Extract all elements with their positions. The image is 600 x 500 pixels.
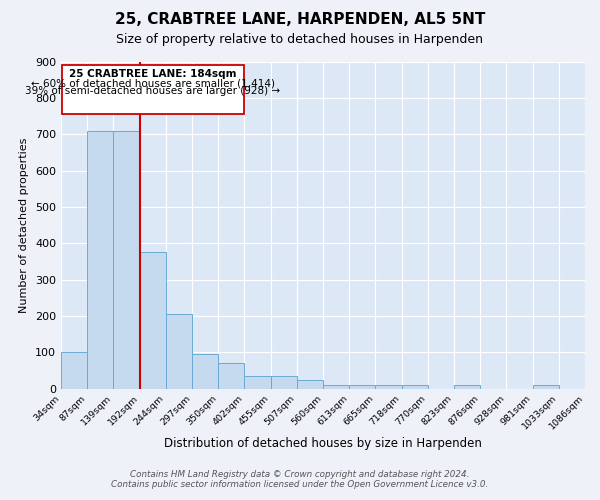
Text: ← 60% of detached houses are smaller (1,414): ← 60% of detached houses are smaller (1,…	[31, 79, 275, 89]
Bar	[113, 130, 140, 389]
X-axis label: Distribution of detached houses by size in Harpenden: Distribution of detached houses by size …	[164, 437, 482, 450]
Bar	[140, 252, 166, 389]
FancyBboxPatch shape	[62, 65, 244, 114]
Text: Contains HM Land Registry data © Crown copyright and database right 2024.
Contai: Contains HM Land Registry data © Crown c…	[112, 470, 488, 489]
Bar	[533, 385, 559, 389]
Bar	[166, 314, 192, 389]
Bar	[323, 385, 349, 389]
Bar	[218, 364, 244, 389]
Y-axis label: Number of detached properties: Number of detached properties	[19, 138, 29, 313]
Bar	[88, 130, 113, 389]
Bar	[192, 354, 218, 389]
Bar	[271, 376, 296, 389]
Text: 25, CRABTREE LANE, HARPENDEN, AL5 5NT: 25, CRABTREE LANE, HARPENDEN, AL5 5NT	[115, 12, 485, 28]
Bar	[349, 385, 376, 389]
Bar	[61, 352, 88, 389]
Text: Size of property relative to detached houses in Harpenden: Size of property relative to detached ho…	[116, 32, 484, 46]
Bar	[402, 385, 428, 389]
Bar	[454, 385, 481, 389]
Bar	[296, 380, 323, 389]
Text: 25 CRABTREE LANE: 184sqm: 25 CRABTREE LANE: 184sqm	[69, 70, 236, 80]
Bar	[376, 385, 402, 389]
Text: 39% of semi-detached houses are larger (928) →: 39% of semi-detached houses are larger (…	[25, 86, 280, 96]
Bar	[244, 376, 271, 389]
